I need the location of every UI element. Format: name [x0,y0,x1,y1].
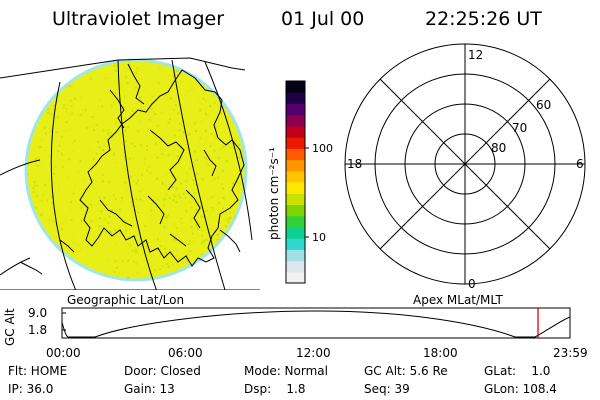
colorbar-tick-100: 100 [312,142,333,155]
orbit-xtick-2359: 23:59 [553,346,588,360]
orbit-altitude-strip [61,307,571,339]
orbit-axis-title: GC Alt [3,308,17,346]
colorbar-segment [286,215,305,228]
colorbar-segment [286,193,305,206]
colorbar-segment [286,148,305,161]
orbit-ytick-1-8: 1.8 [28,323,48,337]
colorbar-segment [286,125,305,138]
time-label: 22:25:26 UT [425,8,542,30]
coastlines [0,63,260,290]
colorbar-segment [286,159,305,172]
apex-polar-plot [344,43,586,285]
status-seq: Seq: 39 [364,382,410,396]
colorbar-segment [286,238,305,250]
colorbar-segment [286,226,305,239]
mlat-label-80: 80 [491,141,506,155]
status-door: Door: Closed [124,364,201,378]
orbit-xtick-0000: 00:00 [46,346,81,360]
colorbar-segment [286,170,305,183]
geographic-map [0,57,260,290]
mlt-label-18: 18 [347,157,362,171]
mlt-label-6: 6 [576,157,584,171]
mlt-label-0: 0 [468,277,476,291]
status-gain: Gain: 13 [124,382,175,396]
app-title: Ultraviolet Imager [52,8,225,30]
colorbar-segment [286,137,305,149]
color-bar: 100 10 photon cm⁻²s⁻¹ [267,80,333,284]
colorbar-unit-label: photon cm⁻²s⁻¹ [267,147,281,240]
status-mode: Mode: Normal [244,364,328,378]
mlat-label-60: 60 [536,98,551,112]
status-dsp: Dsp: 1.8 [244,382,306,396]
colorbar-segment [286,114,305,127]
orbit-altitude-curve [61,310,571,338]
status-flt: Flt: HOME [8,364,68,378]
colorbar-segment [286,260,305,273]
orbit-ytick-9: 9.0 [28,306,48,320]
status-gc-alt: GC Alt: 5.6 Re [364,364,448,378]
mlt-label-12: 12 [468,48,483,62]
status-ip: IP: 36.0 [8,382,54,396]
orbit-xtick-1800: 18:00 [423,346,458,360]
status-glat: GLat: 1.0 [484,364,551,378]
colorbar-segment [286,92,305,105]
orbit-xtick-0600: 06:00 [168,346,203,360]
apex-caption: Apex MLat/MLT [413,293,503,307]
lat-lon-grid [0,57,253,290]
colorbar-segment [286,204,305,217]
orbit-xtick-1200: 12:00 [296,346,331,360]
colorbar-segment [286,271,305,284]
colorbar-segment [286,249,305,262]
colorbar-tick-10: 10 [312,231,326,244]
mlat-label-70: 70 [512,121,527,135]
geographic-caption: Geographic Lat/Lon [67,293,185,307]
colorbar-segment [286,81,305,93]
date-label: 01 Jul 00 [281,8,365,30]
colorbar-segment [286,182,305,194]
colorbar-segment [286,103,305,116]
status-glon: GLon: 108.4 [484,382,557,396]
